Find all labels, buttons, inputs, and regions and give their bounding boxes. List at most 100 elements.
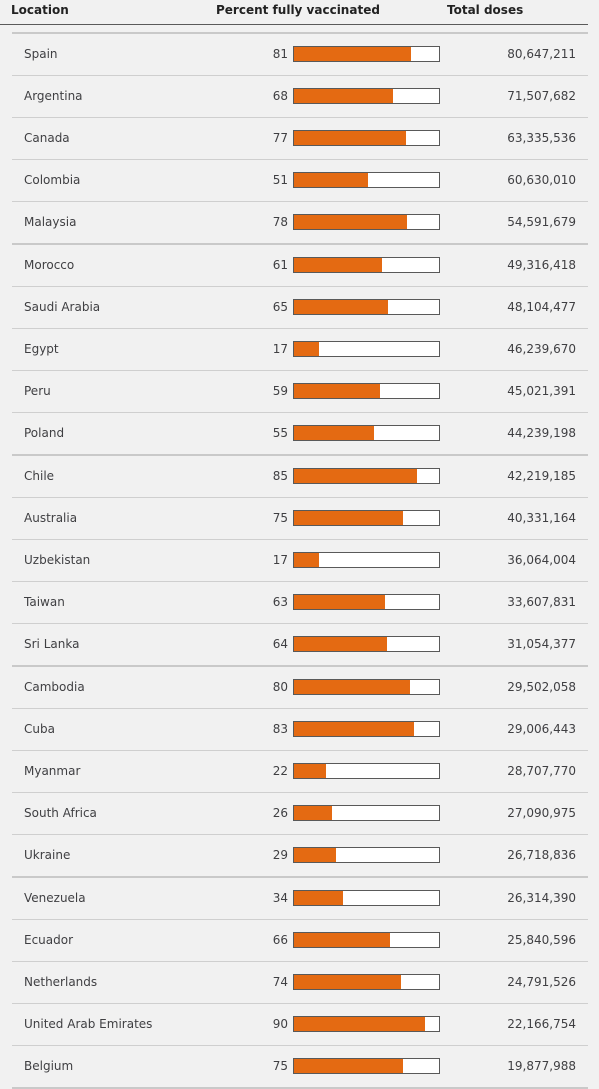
percent-bar-fill	[294, 426, 374, 440]
total-doses-value: 22,166,754	[507, 1017, 576, 1031]
total-doses-value: 25,840,596	[507, 933, 576, 947]
table-row: Egypt 17 46,239,670	[12, 329, 588, 371]
percent-value: 80	[272, 680, 288, 694]
table-row: Australia 75 40,331,164	[12, 498, 588, 540]
location-label: South Africa	[24, 806, 97, 820]
header-location[interactable]: Location	[11, 3, 69, 17]
total-doses-value: 45,021,391	[507, 384, 576, 398]
percent-bar-fill	[294, 131, 406, 145]
percent-value: 65	[272, 300, 288, 314]
location-label: Ukraine	[24, 848, 71, 862]
location-label: Netherlands	[24, 975, 98, 989]
table-row: Ecuador 66 25,840,596	[12, 920, 588, 962]
percent-bar-fill	[294, 215, 408, 229]
percent-bar-fill	[294, 722, 415, 736]
percent-bar-fill	[294, 1017, 425, 1031]
table-row: Cambodia 80 29,502,058	[12, 667, 588, 709]
percent-bar	[293, 425, 440, 441]
percent-bar-fill	[294, 848, 337, 862]
total-doses-value: 36,064,004	[507, 553, 576, 567]
percent-value: 17	[272, 342, 288, 356]
table-row: Peru 59 45,021,391	[12, 371, 588, 413]
location-label: Venezuela	[24, 891, 86, 905]
location-label: Belgium	[24, 1059, 74, 1073]
table-row: Saudi Arabia 65 48,104,477	[12, 287, 588, 329]
location-label: Poland	[24, 426, 65, 440]
total-doses-value: 40,331,164	[507, 511, 576, 525]
table-row: Sri Lanka 64 31,054,377	[12, 624, 588, 667]
table-row: Venezuela 34 26,314,390	[12, 878, 588, 920]
percent-value: 66	[272, 933, 288, 947]
total-doses-value: 29,006,443	[507, 722, 576, 736]
percent-bar-fill	[294, 680, 410, 694]
table-body: Spain 81 80,647,211 Argentina 68 71,507,682 Ca…	[12, 32, 588, 1089]
percent-bar	[293, 1058, 440, 1074]
location-label: Cambodia	[24, 680, 85, 694]
percent-bar	[293, 594, 440, 610]
location-label: Chile	[24, 469, 55, 483]
location-label: Malaysia	[24, 215, 77, 229]
percent-bar-fill	[294, 47, 412, 61]
percent-bar	[293, 257, 440, 273]
percent-bar	[293, 468, 440, 484]
percent-bar	[293, 1016, 440, 1032]
percent-bar	[293, 46, 440, 62]
table-row: United Arab Emirates 90 22,166,754	[12, 1004, 588, 1046]
total-doses-value: 42,219,185	[507, 469, 576, 483]
percent-bar	[293, 974, 440, 990]
header-percent-vaccinated[interactable]: Percent fully vaccinated	[216, 3, 380, 17]
total-doses-value: 33,607,831	[507, 595, 576, 609]
percent-bar	[293, 890, 440, 906]
percent-bar	[293, 172, 440, 188]
location-label: Sri Lanka	[24, 637, 80, 651]
percent-bar-fill	[294, 258, 383, 272]
percent-value: 61	[272, 258, 288, 272]
location-label: Uzbekistan	[24, 553, 91, 567]
percent-bar	[293, 341, 440, 357]
percent-value: 81	[272, 47, 288, 61]
percent-bar	[293, 130, 440, 146]
table-row: Colombia 51 60,630,010	[12, 160, 588, 202]
percent-bar	[293, 932, 440, 948]
percent-bar-fill	[294, 595, 386, 609]
total-doses-value: 44,239,198	[507, 426, 576, 440]
header-total-doses[interactable]: Total doses	[447, 3, 524, 17]
total-doses-value: 80,647,211	[507, 47, 576, 61]
percent-bar-fill	[294, 300, 389, 314]
percent-value: 68	[272, 89, 288, 103]
percent-value: 63	[272, 595, 288, 609]
percent-value: 85	[272, 469, 288, 483]
percent-value: 75	[272, 1059, 288, 1073]
total-doses-value: 28,707,770	[507, 764, 576, 778]
table-row: Malaysia 78 54,591,679	[12, 202, 588, 245]
percent-value: 74	[272, 975, 288, 989]
percent-bar-fill	[294, 764, 326, 778]
table-row: Morocco 61 49,316,418	[12, 245, 588, 287]
percent-value: 26	[272, 806, 288, 820]
location-label: Saudi Arabia	[24, 300, 101, 314]
percent-value: 17	[272, 553, 288, 567]
percent-bar-fill	[294, 342, 319, 356]
location-label: Egypt	[24, 342, 59, 356]
location-label: Morocco	[24, 258, 75, 272]
percent-bar	[293, 510, 440, 526]
table-row: Chile 85 42,219,185	[12, 456, 588, 498]
location-label: Australia	[24, 511, 78, 525]
percent-bar	[293, 88, 440, 104]
percent-value: 64	[272, 637, 288, 651]
percent-value: 75	[272, 511, 288, 525]
percent-value: 77	[272, 131, 288, 145]
table-row: Belgium 75 19,877,988	[12, 1046, 588, 1089]
percent-bar	[293, 299, 440, 315]
table-row: Cuba 83 29,006,443	[12, 709, 588, 751]
percent-bar-fill	[294, 511, 403, 525]
total-doses-value: 27,090,975	[507, 806, 576, 820]
total-doses-value: 71,507,682	[507, 89, 576, 103]
percent-bar-fill	[294, 1059, 403, 1073]
total-doses-value: 48,104,477	[507, 300, 576, 314]
location-label: Argentina	[24, 89, 83, 103]
percent-bar	[293, 679, 440, 695]
table-row: South Africa 26 27,090,975	[12, 793, 588, 835]
location-label: Colombia	[24, 173, 81, 187]
table-row: Myanmar 22 28,707,770	[12, 751, 588, 793]
